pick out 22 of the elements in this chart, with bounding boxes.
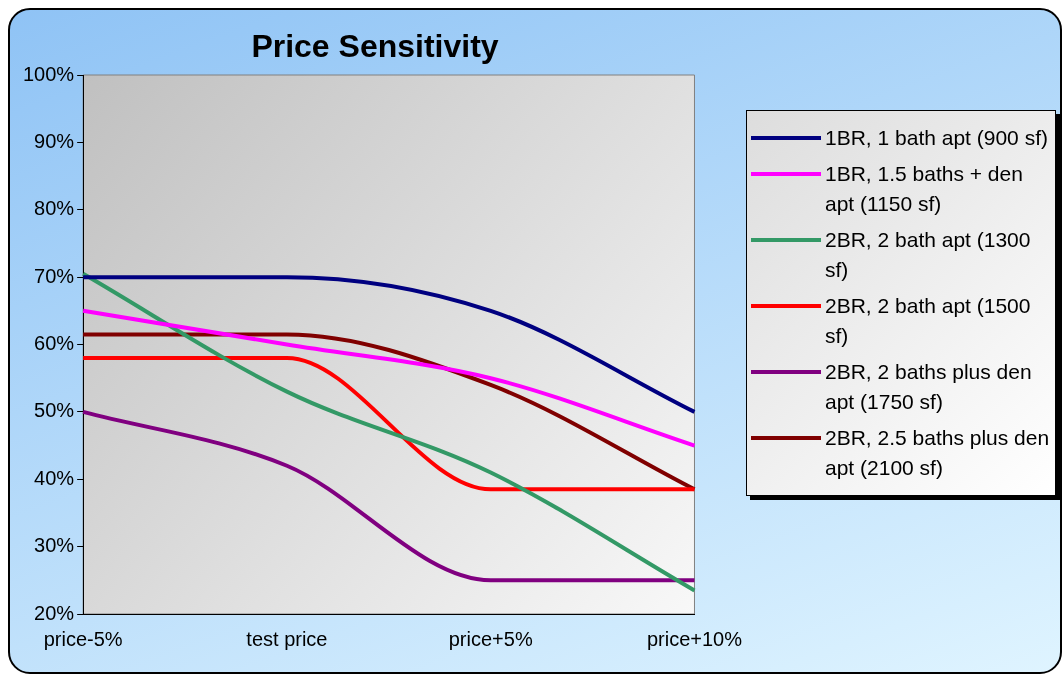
y-tick-label: 50%: [34, 399, 75, 422]
chart-title: Price Sensitivity: [251, 28, 499, 64]
y-tick-label: 90%: [34, 129, 75, 152]
x-tick-label: test price: [246, 627, 328, 650]
y-tick-label: 30%: [34, 534, 75, 557]
y-tick-label: 70%: [34, 264, 75, 287]
legend-label: 2BR, 2 bath apt (1500 sf): [825, 293, 1032, 349]
legend-label: 2BR, 2 baths plus den apt (1750 sf): [825, 359, 1033, 415]
y-tick-label: 100%: [23, 62, 75, 85]
legend-label: 1BR, 1 bath apt (900 sf): [825, 125, 1048, 151]
y-tick-label: 60%: [34, 332, 75, 355]
legend-label: 2BR, 2 bath apt (1300 sf): [825, 227, 1032, 283]
y-tick-label: 80%: [34, 197, 75, 220]
line-series: [81, 308, 697, 448]
legend-label: 2BR, 2.5 baths plus den apt (2100 sf): [825, 425, 1051, 481]
x-tick-label: price-5%: [43, 627, 123, 650]
y-tick-label: 40%: [34, 466, 75, 489]
x-tick-label: price+10%: [646, 627, 743, 650]
legend-label: 1BR, 1.5 baths + den apt (1150 sf): [825, 161, 1024, 217]
x-tick-label: price+5%: [448, 627, 533, 650]
line-series: [81, 271, 697, 593]
y-tick-label: 20%: [34, 601, 75, 624]
